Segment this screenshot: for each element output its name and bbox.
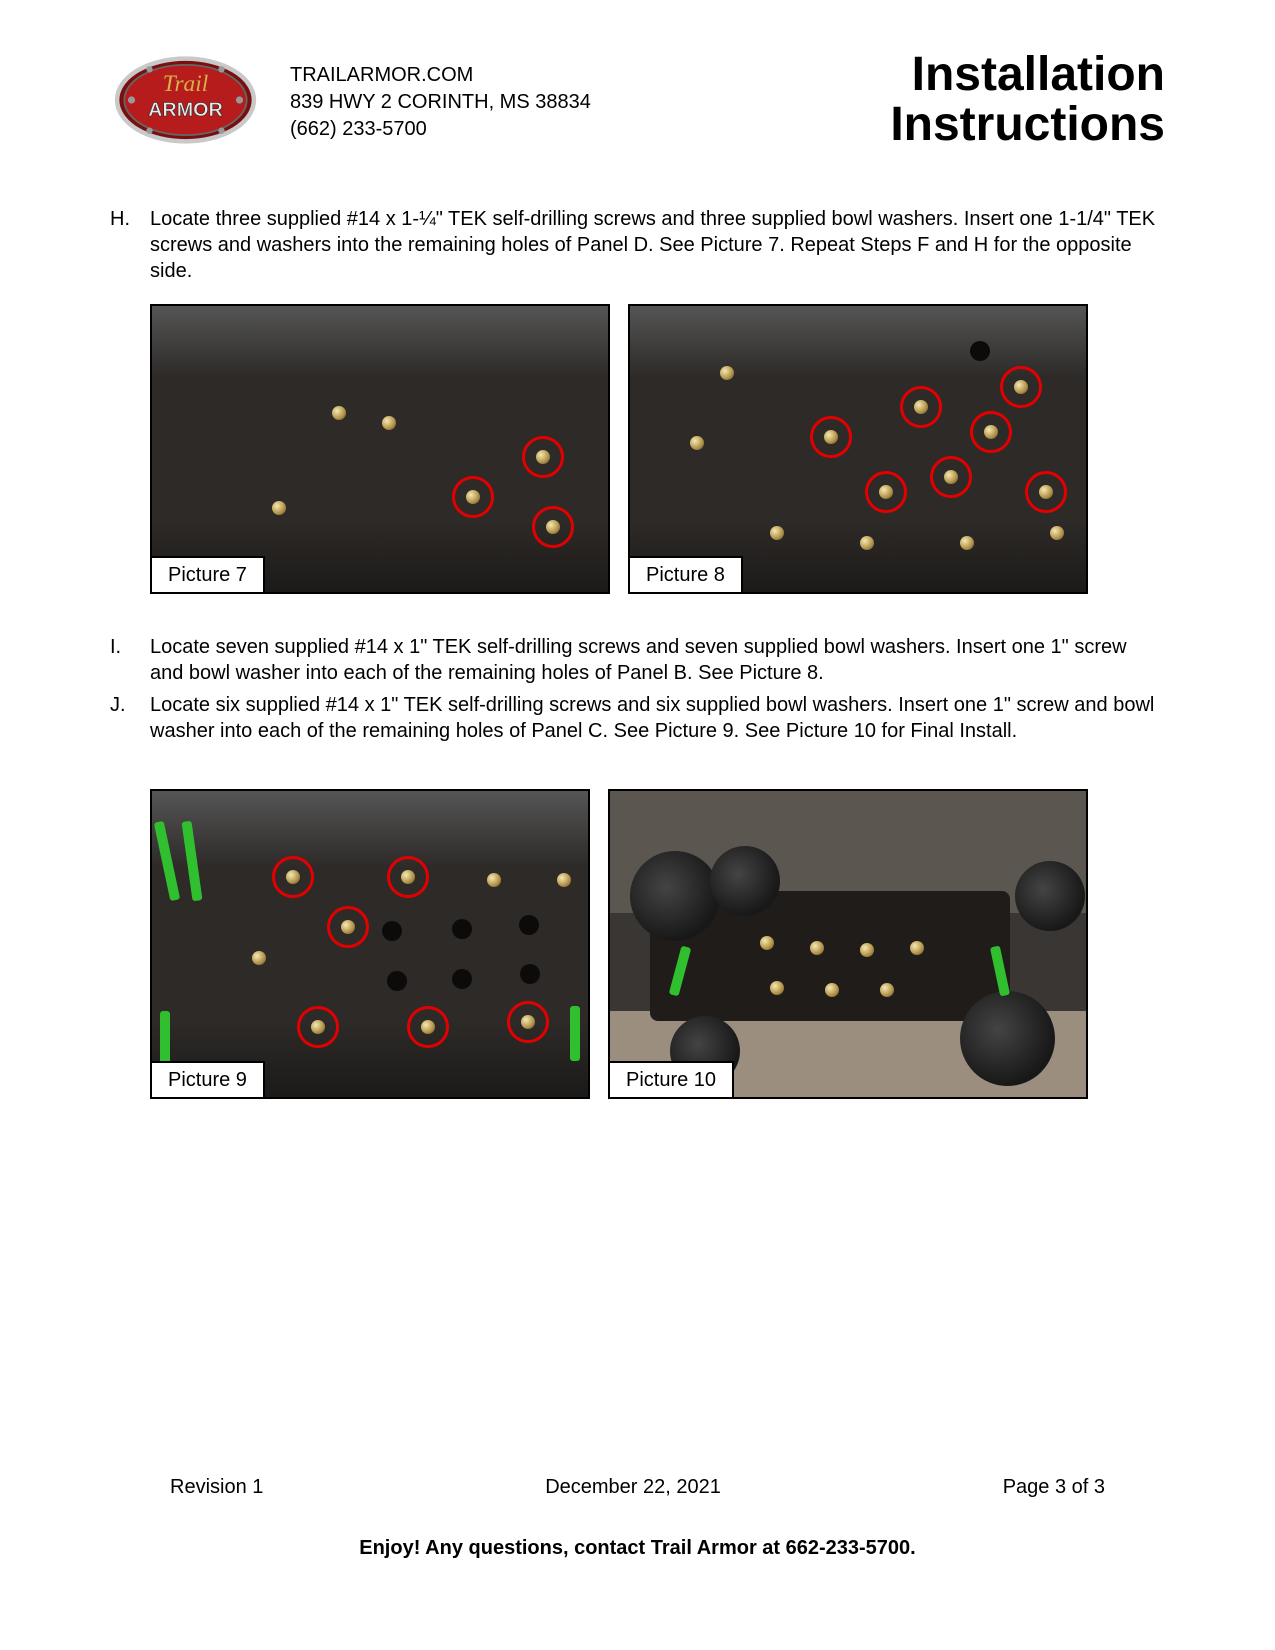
company-line: TRAILARMOR.COM: [290, 62, 591, 89]
company-line: 839 HWY 2 CORINTH, MS 38834: [290, 89, 591, 116]
footer-revision: Revision 1: [170, 1476, 263, 1499]
picture-caption: Picture 7: [152, 556, 265, 592]
trail-armor-logo-icon: Trail ARMOR: [113, 55, 258, 145]
photo-row-1: Picture 7 Picture 8: [150, 304, 1165, 594]
footer-page: Page 3 of 3: [1003, 1476, 1105, 1499]
step-j: J. Locate six supplied #14 x 1" TEK self…: [110, 692, 1165, 744]
picture-9: Picture 9: [150, 789, 590, 1099]
step-text: Locate seven supplied #14 x 1" TEK self-…: [150, 634, 1165, 686]
page-header: Trail ARMOR TRAILARMOR.COM 839 HWY 2 COR…: [110, 50, 1165, 151]
picture-7: Picture 7: [150, 304, 610, 594]
company-line: (662) 233-5700: [290, 116, 591, 143]
svg-text:Trail: Trail: [162, 71, 208, 97]
step-text: Locate six supplied #14 x 1" TEK self-dr…: [150, 692, 1165, 744]
step-marker: J.: [110, 692, 150, 744]
footer-date: December 22, 2021: [545, 1476, 721, 1499]
company-info: TRAILARMOR.COM 839 HWY 2 CORINTH, MS 388…: [290, 50, 591, 143]
step-text: Locate three supplied #14 x 1-¼" TEK sel…: [150, 206, 1165, 284]
page-footer: Revision 1 December 22, 2021 Page 3 of 3…: [110, 1476, 1165, 1560]
footer-message: Enjoy! Any questions, contact Trail Armo…: [110, 1537, 1165, 1560]
content-body: H. Locate three supplied #14 x 1-¼" TEK …: [110, 206, 1165, 1099]
step-marker: H.: [110, 206, 150, 284]
picture-caption: Picture 10: [610, 1061, 734, 1097]
logo: Trail ARMOR: [110, 50, 260, 150]
picture-8: Picture 8: [628, 304, 1088, 594]
picture-10: Picture 10: [608, 789, 1088, 1099]
title-line: Instructions: [890, 100, 1165, 150]
picture-caption: Picture 8: [630, 556, 743, 592]
photo-row-2: Picture 9 Picture 10: [150, 789, 1165, 1099]
page-title: Installation Instructions: [890, 50, 1165, 151]
picture-caption: Picture 9: [152, 1061, 265, 1097]
svg-text:ARMOR: ARMOR: [148, 99, 223, 121]
step-h: H. Locate three supplied #14 x 1-¼" TEK …: [110, 206, 1165, 284]
footer-row: Revision 1 December 22, 2021 Page 3 of 3: [110, 1476, 1165, 1499]
step-marker: I.: [110, 634, 150, 686]
title-line: Installation: [890, 50, 1165, 100]
step-i: I. Locate seven supplied #14 x 1" TEK se…: [110, 634, 1165, 686]
